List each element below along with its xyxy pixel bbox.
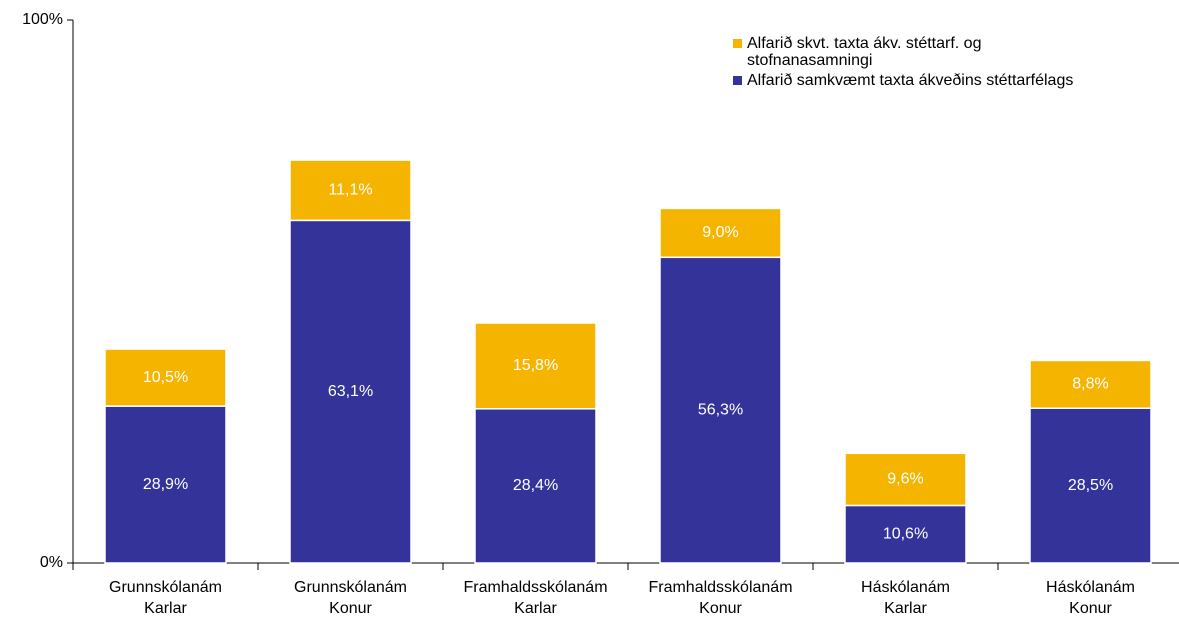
bar-segment	[844, 452, 967, 507]
legend-swatch	[733, 39, 742, 48]
value-label: 28,5%	[1068, 477, 1113, 494]
bar-segment	[474, 408, 597, 564]
x-tick-label: Framhaldsskólanám Konur	[648, 579, 793, 617]
legend-label: Alfarið samkvæmt taxta ákveðins stéttarf…	[747, 72, 1074, 89]
bar-segment	[659, 207, 782, 259]
value-label: 11,1%	[328, 181, 372, 198]
value-label: 10,5%	[143, 369, 188, 386]
bar-segment	[1029, 359, 1152, 409]
bar-segment	[289, 159, 412, 222]
value-label: 28,9%	[143, 476, 188, 493]
legend-label: Alfarið skvt. taxta ákv. stéttarf. og st…	[747, 35, 982, 69]
bar-segment	[844, 504, 967, 564]
value-label: 63,1%	[328, 383, 373, 400]
x-tick-label: Háskólanám Karlar	[861, 579, 950, 617]
x-tick-label: Framhaldsskólanám Karlar	[463, 579, 608, 617]
value-label: 28,4%	[513, 477, 558, 494]
x-tick-label: Grunnskólanám Konur	[294, 579, 407, 617]
value-label: 56,3%	[698, 401, 743, 418]
x-tick-label: Grunnskólanám Karlar	[109, 579, 222, 617]
value-label: 8,8%	[1072, 376, 1108, 393]
bar-segment	[104, 348, 227, 407]
value-label: 15,8%	[513, 357, 558, 374]
x-tick-label: Háskólanám Konur	[1046, 579, 1135, 617]
bar-segment	[474, 322, 597, 410]
bar-segment	[659, 256, 782, 564]
y-tick-label: 0%	[40, 554, 63, 571]
y-tick-label: 100%	[22, 11, 63, 28]
legend-swatch	[733, 76, 742, 85]
value-label: 9,0%	[702, 224, 738, 241]
bar-segment	[289, 219, 412, 564]
value-label: 10,6%	[883, 525, 928, 542]
bar-segment	[1029, 407, 1152, 564]
value-label: 9,6%	[887, 471, 923, 488]
